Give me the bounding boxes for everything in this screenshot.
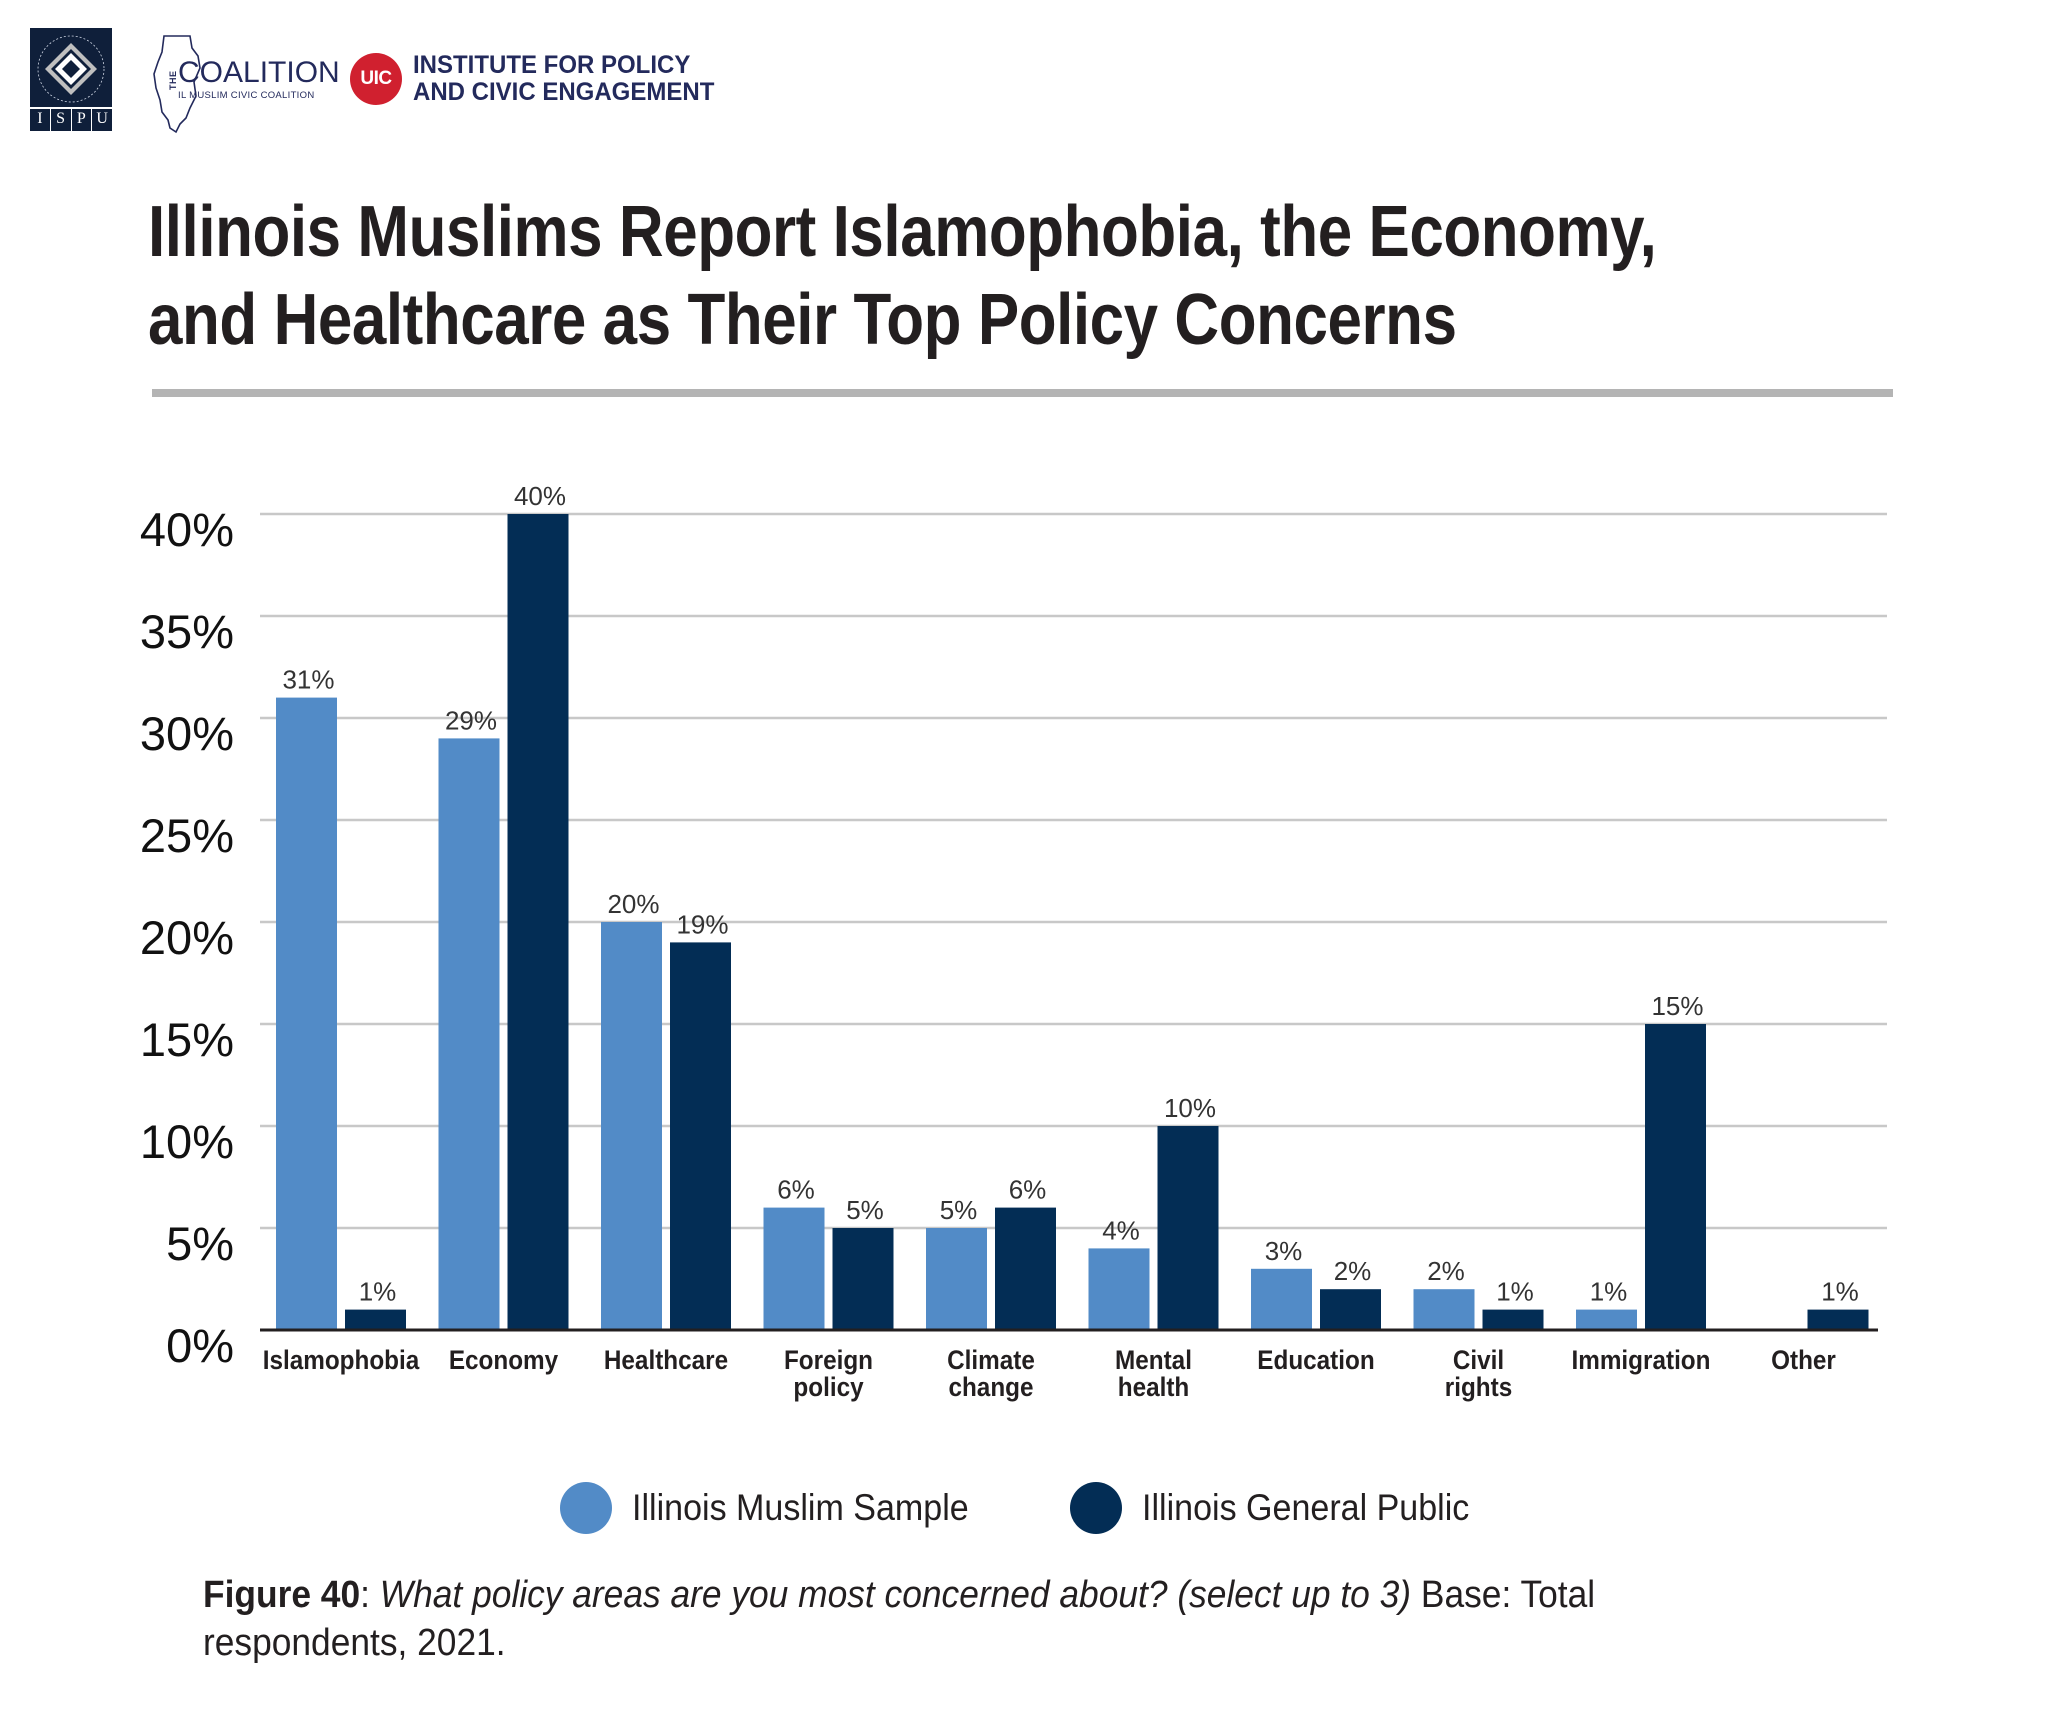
ispu-letters: I S P U xyxy=(30,107,112,131)
uic-institute-line2: AND CIVIC ENGAGEMENT xyxy=(413,78,715,106)
data-label: 3% xyxy=(1265,1236,1303,1266)
x-tick-label: rights xyxy=(1445,1373,1512,1402)
bar-general-public xyxy=(507,514,569,1330)
uic-badge-icon: UIC xyxy=(350,53,402,105)
data-label: 20% xyxy=(607,889,659,919)
x-tick-label: Healthcare xyxy=(604,1346,728,1375)
title-divider xyxy=(152,389,1893,397)
x-tick-label: policy xyxy=(793,1373,864,1402)
uic-institute-line1: INSTITUTE FOR POLICY xyxy=(413,51,691,79)
bar-general-public xyxy=(670,942,731,1330)
page-title: Illinois Muslims Report Islamophobia, th… xyxy=(148,188,1657,364)
title-line-1: Illinois Muslims Report Islamophobia, th… xyxy=(148,192,1657,272)
data-label: 29% xyxy=(445,705,497,735)
legend-item-general-public: Illinois General Public xyxy=(1070,1480,1498,1536)
y-tick-label: 15% xyxy=(140,1013,234,1066)
data-label: 40% xyxy=(514,481,566,511)
ispu-letter: P xyxy=(70,109,92,131)
bar-muslim-sample xyxy=(926,1228,987,1330)
legend: Illinois Muslim Sample Illinois General … xyxy=(0,1480,2048,1536)
coalition-subtitle: IL MUSLIM CIVIC COALITION xyxy=(178,90,315,101)
bar-general-public xyxy=(1320,1289,1381,1330)
data-label: 1% xyxy=(1821,1277,1859,1307)
x-tick-label: Education xyxy=(1257,1346,1374,1375)
x-tick-label: Foreign xyxy=(784,1346,873,1375)
data-label: 15% xyxy=(1651,991,1703,1021)
data-label: 1% xyxy=(359,1277,397,1307)
data-label: 5% xyxy=(940,1195,978,1225)
bar-muslim-sample xyxy=(438,738,500,1330)
y-tick-label: 0% xyxy=(166,1319,234,1372)
y-axis-ticks: 0% 5% 10% 15% 20% 25% 30% 35% 40% xyxy=(140,503,234,1372)
legend-item-muslim-sample: Illinois Muslim Sample xyxy=(560,1480,998,1536)
bar-muslim-sample xyxy=(601,922,662,1330)
caption-base: Base: Total respondents, 2021. xyxy=(203,1574,1596,1664)
x-tick-label: health xyxy=(1118,1373,1190,1402)
legend-swatch-muslim-sample xyxy=(560,1482,612,1534)
uic-institute-name: INSTITUTE FOR POLICY AND CIVIC ENGAGEMEN… xyxy=(413,52,714,106)
bar-general-public xyxy=(1807,1309,1869,1330)
legend-label: Illinois Muslim Sample xyxy=(632,1487,969,1528)
bar-muslim-sample xyxy=(1088,1248,1150,1330)
data-label: 4% xyxy=(1102,1215,1140,1245)
ispu-logo: I S P U xyxy=(30,28,112,131)
data-label: 19% xyxy=(676,909,728,939)
ispu-letter: S xyxy=(49,109,71,131)
x-tick-label: Mental xyxy=(1115,1346,1192,1375)
x-tick-label: Civil xyxy=(1453,1346,1504,1375)
y-tick-label: 30% xyxy=(140,707,234,760)
coalition-logo: THE COALITION IL MUSLIM CIVIC COALITION xyxy=(150,34,340,134)
y-tick-label: 35% xyxy=(140,605,234,658)
data-label: 5% xyxy=(846,1195,884,1225)
data-label: 2% xyxy=(1334,1256,1372,1286)
data-label: 31% xyxy=(282,665,334,695)
ispu-letter: U xyxy=(91,109,112,131)
x-axis-labels: Islamophobia Economy Healthcare Foreignpoli… xyxy=(263,1346,1836,1402)
x-tick-label: Economy xyxy=(449,1346,559,1375)
bar-general-public xyxy=(832,1228,894,1330)
figure-number: Figure 40 xyxy=(203,1574,361,1616)
bar-general-public xyxy=(1482,1309,1544,1330)
data-labels: 31% 1% 29% 40% 20% 19% 6% 5% 5% 6% 4% 10% 3% 2% 2% 1% 1%… xyxy=(282,481,1858,1307)
title-line-2: and Healthcare as Their Top Policy Conce… xyxy=(148,280,1457,360)
legend-swatch-general-public xyxy=(1070,1482,1122,1534)
x-tick-label: change xyxy=(948,1373,1033,1402)
data-label: 1% xyxy=(1496,1277,1534,1307)
legend-label: Illinois General Public xyxy=(1142,1487,1470,1528)
bar-muslim-sample xyxy=(763,1207,825,1330)
bar-muslim-sample xyxy=(1413,1289,1475,1330)
data-label: 6% xyxy=(777,1175,815,1205)
caption-colon: : xyxy=(360,1574,370,1616)
bars xyxy=(276,514,1869,1330)
gridlines xyxy=(260,512,1887,1230)
ispu-diamond-icon xyxy=(37,35,105,103)
x-tick-label: Climate xyxy=(947,1346,1035,1375)
data-label: 2% xyxy=(1427,1256,1465,1286)
bar-muslim-sample xyxy=(1576,1309,1637,1330)
x-tick-label: Other xyxy=(1771,1346,1836,1375)
x-tick-label: Immigration xyxy=(1572,1346,1711,1375)
y-tick-label: 40% xyxy=(140,503,234,556)
bar-general-public xyxy=(1645,1024,1706,1330)
data-label: 10% xyxy=(1164,1093,1216,1123)
x-tick-label: Islamophobia xyxy=(263,1346,420,1375)
bar-general-public xyxy=(1157,1126,1219,1330)
ispu-letter: I xyxy=(37,110,43,127)
data-label: 1% xyxy=(1590,1277,1628,1307)
bar-general-public xyxy=(345,1309,406,1330)
y-tick-label: 25% xyxy=(140,809,234,862)
illinois-outline-icon xyxy=(153,35,201,134)
bar-muslim-sample xyxy=(276,697,337,1330)
figure-caption: Figure 40: What policy areas are you mos… xyxy=(203,1571,1784,1667)
bar-muslim-sample xyxy=(1251,1268,1312,1330)
bar-general-public xyxy=(995,1207,1056,1330)
y-tick-label: 10% xyxy=(140,1115,234,1168)
y-tick-label: 5% xyxy=(166,1217,234,1270)
y-tick-label: 20% xyxy=(140,911,234,964)
data-label: 6% xyxy=(1009,1175,1047,1205)
caption-question: What policy areas are you most concerned… xyxy=(369,1574,1412,1616)
coalition-name: COALITION xyxy=(178,56,340,89)
